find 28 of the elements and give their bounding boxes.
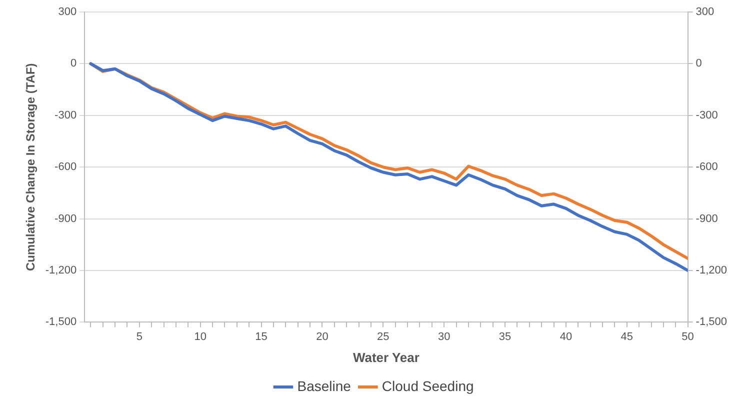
x-tick-label: 15: [255, 330, 268, 343]
legend-label: Cloud Seeding: [382, 378, 474, 394]
y-tick-label: -1,500: [45, 316, 77, 328]
y-tick-label: 0: [70, 58, 77, 70]
y-tick-label: -1,200: [45, 264, 77, 277]
y-axis-title: Cumulative Change In Storage (TAF): [24, 63, 38, 271]
x-tick-label: 10: [194, 330, 206, 343]
x-tick-label: 20: [316, 330, 328, 343]
y-tick-label: -300: [54, 109, 77, 122]
x-axis-title: Water Year: [352, 350, 420, 365]
x-tick-label: 35: [498, 330, 512, 343]
x-tick-label: 50: [682, 330, 694, 343]
y2-tick-label: -600: [696, 161, 718, 174]
legend-label: Baseline: [297, 378, 352, 394]
y2-tick-label: -300: [696, 109, 718, 122]
y2-tick-label: -1,500: [696, 316, 728, 328]
x-tick-label: 40: [560, 330, 572, 343]
y2-tick-label: -1,200: [696, 264, 728, 277]
x-tick-label: 45: [620, 330, 634, 343]
x-tick-label: 30: [438, 330, 450, 343]
y-tick-label: 300: [58, 6, 77, 18]
y2-tick-label: 300: [696, 6, 714, 18]
y2-tick-label: -900: [696, 212, 718, 225]
y2-tick-label: 0: [696, 58, 702, 70]
y-tick-label: -900: [54, 212, 77, 225]
y-tick-label: -600: [54, 161, 77, 174]
x-tick-label: 5: [136, 330, 142, 343]
x-tick-label: 25: [377, 330, 390, 343]
